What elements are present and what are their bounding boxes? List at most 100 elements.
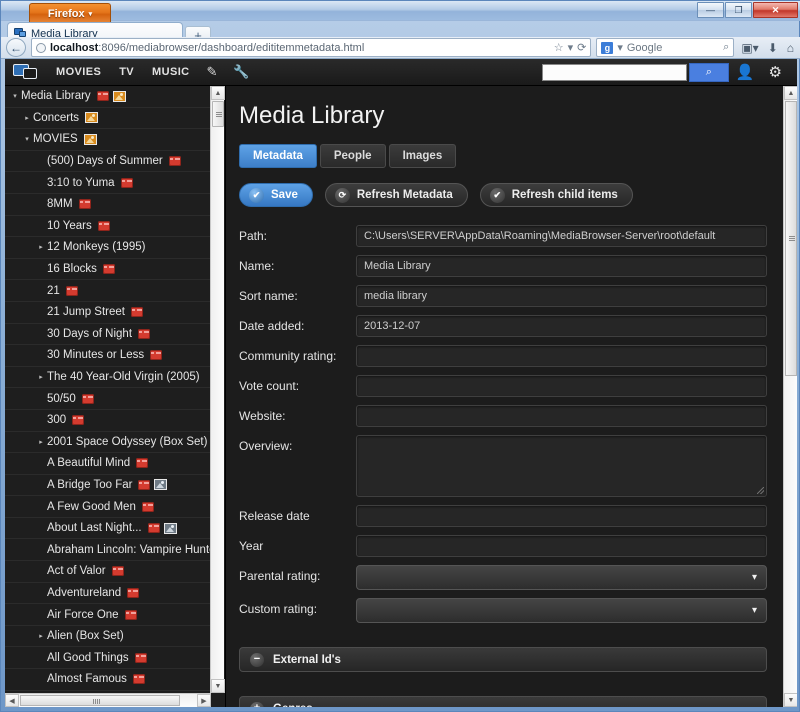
- sidebar-hscroll-thumb[interactable]: [20, 695, 180, 706]
- browser-tab-label: Media Library: [31, 27, 98, 40]
- save-button[interactable]: ✔ Save: [239, 183, 313, 207]
- tab-people[interactable]: People: [319, 144, 386, 168]
- scroll-down-arrow-icon[interactable]: ▼: [784, 693, 797, 707]
- app-search-button[interactable]: ⌕: [688, 62, 729, 82]
- release-date-input[interactable]: [356, 505, 767, 527]
- maximize-button[interactable]: ❐: [725, 2, 752, 18]
- minimize-button[interactable]: —: [697, 2, 724, 18]
- tree-item[interactable]: 10 Years: [5, 216, 211, 238]
- tree-item[interactable]: ▸ Alien (Box Set): [5, 626, 211, 648]
- tree-item[interactable]: (500) Days of Summer: [5, 151, 211, 173]
- section-genres[interactable]: + Genres: [239, 696, 767, 707]
- gear-icon[interactable]: ⚙: [768, 64, 782, 81]
- website-input[interactable]: [356, 405, 767, 427]
- tree-item[interactable]: ▸ 12 Monkeys (1995): [5, 237, 211, 259]
- tree-item[interactable]: A Bridge Too Far: [5, 475, 211, 497]
- tree-item[interactable]: Adventureland: [5, 583, 211, 605]
- tree-item[interactable]: About Last Night...: [5, 518, 211, 540]
- pencil-icon[interactable]: ✎: [206, 64, 218, 79]
- app-search-input[interactable]: [541, 63, 687, 81]
- video-icon: [138, 328, 151, 339]
- chevron-down-icon: ▾: [88, 10, 93, 18]
- bookmark-star-icon[interactable]: ☆: [553, 42, 564, 54]
- downloads-icon[interactable]: ⬇: [767, 40, 778, 55]
- scroll-down-arrow-icon[interactable]: ▼: [211, 679, 225, 693]
- tree-item[interactable]: A Few Good Men: [5, 496, 211, 518]
- back-button[interactable]: ←: [6, 38, 26, 57]
- wrench-icon[interactable]: 🔧: [233, 64, 250, 79]
- path-input[interactable]: C:\Users\SERVER\AppData\Roaming\MediaBro…: [356, 225, 767, 247]
- bookmarks-menu-icon[interactable]: ▣▾: [741, 40, 759, 55]
- scroll-up-arrow-icon[interactable]: ▲: [211, 86, 225, 100]
- section-external-id-s[interactable]: − External Id's: [239, 647, 767, 672]
- reload-icon[interactable]: ⟳: [577, 42, 587, 54]
- home-icon[interactable]: ⌂: [786, 40, 794, 55]
- scroll-left-arrow-icon[interactable]: ◀: [5, 694, 19, 707]
- tree-item[interactable]: A Beautiful Mind: [5, 453, 211, 475]
- refresh-metadata-button[interactable]: ⟳ Refresh Metadata: [324, 183, 468, 207]
- tree-item[interactable]: ▾ Media Library: [5, 86, 211, 108]
- address-bar[interactable]: localhost:8096/mediabrowser/dashboard/ed…: [31, 38, 592, 57]
- tree-item[interactable]: 21 Jump Street: [5, 302, 211, 324]
- tree-item[interactable]: Abraham Lincoln: Vampire Hunter: [5, 539, 211, 562]
- tree-item[interactable]: ▸ Concerts: [5, 108, 211, 130]
- sidebar-horizontal-scrollbar[interactable]: ◀ ▶: [5, 693, 211, 707]
- community-rating-input[interactable]: [356, 345, 767, 367]
- tree-item[interactable]: 16 Blocks: [5, 259, 211, 281]
- user-icon[interactable]: 👤: [735, 64, 755, 81]
- mediabrowser-logo-icon[interactable]: [13, 63, 39, 81]
- tab-metadata[interactable]: Metadata: [239, 144, 317, 168]
- tree-item-label: 3:10 to Yuma: [47, 176, 115, 189]
- browser-search-box[interactable]: g ▾ Google ⌕: [596, 38, 735, 57]
- nav-music[interactable]: MUSIC: [152, 66, 190, 78]
- twisty-collapsed-icon[interactable]: ▸: [39, 438, 43, 446]
- tab-images[interactable]: Images: [388, 144, 457, 168]
- tree-item[interactable]: Almost Famous: [5, 669, 211, 691]
- search-icon[interactable]: ⌕: [723, 41, 730, 53]
- nav-movies[interactable]: MOVIES: [56, 66, 102, 78]
- twisty-collapsed-icon[interactable]: ▸: [39, 244, 43, 252]
- parental-rating-select[interactable]: ▾: [356, 565, 767, 590]
- tree-item-icons: [96, 90, 126, 102]
- tree-item[interactable]: 30 Days of Night: [5, 324, 211, 346]
- twisty-expanded-icon[interactable]: ▾: [13, 93, 17, 101]
- tree-item[interactable]: ▸ The 40 Year-Old Virgin (2005): [5, 367, 211, 389]
- tree-item-label: 12 Monkeys (1995): [47, 241, 146, 254]
- twisty-collapsed-icon[interactable]: ▸: [39, 633, 43, 641]
- twisty-expanded-icon[interactable]: ▾: [25, 136, 29, 144]
- vote-count-input[interactable]: [356, 375, 767, 397]
- scroll-up-arrow-icon[interactable]: ▲: [784, 86, 797, 100]
- sidebar-vertical-scrollbar[interactable]: ▲ ▼: [210, 86, 225, 693]
- scroll-right-arrow-icon[interactable]: ▶: [197, 694, 211, 707]
- tree-item[interactable]: 8MM: [5, 194, 211, 216]
- custom-rating-select[interactable]: ▾: [356, 598, 767, 623]
- sidebar-vscroll-thumb[interactable]: [212, 101, 224, 127]
- main-vertical-scrollbar[interactable]: ▲ ▼: [783, 86, 797, 707]
- tree-item[interactable]: ▾ MOVIES: [5, 129, 211, 151]
- twisty-collapsed-icon[interactable]: ▸: [39, 374, 43, 382]
- chevron-down-icon[interactable]: ▾: [567, 42, 574, 54]
- tree-item[interactable]: 30 Minutes or Less: [5, 345, 211, 367]
- year-input[interactable]: [356, 535, 767, 557]
- main-vscroll-thumb[interactable]: [785, 101, 797, 376]
- tree-item[interactable]: 21: [5, 280, 211, 302]
- close-button[interactable]: ✕: [753, 2, 798, 18]
- library-tree: ▾ Media Library ▸ Concerts ▾ MOVIES (500) Days…: [5, 86, 211, 693]
- tree-item[interactable]: ▸ 2001 Space Odyssey (Box Set): [5, 432, 211, 454]
- tree-item[interactable]: Act of Valor: [5, 561, 211, 583]
- twisty-collapsed-icon[interactable]: ▸: [25, 114, 29, 122]
- nav-tv[interactable]: TV: [119, 66, 135, 78]
- tree-item[interactable]: 3:10 to Yuma: [5, 172, 211, 194]
- tree-item[interactable]: All Good Things: [5, 647, 211, 670]
- tree-item[interactable]: 300: [5, 410, 211, 432]
- sort-name-input[interactable]: media library: [356, 285, 767, 307]
- resize-grip-icon[interactable]: [757, 487, 764, 494]
- refresh-child-items-button[interactable]: ✔ Refresh child items: [479, 183, 633, 207]
- firefox-menu-button[interactable]: Firefox ▾: [29, 3, 111, 23]
- name-input[interactable]: Media Library: [356, 255, 767, 277]
- tree-item[interactable]: 50/50: [5, 388, 211, 410]
- form-row: Year: [239, 535, 767, 557]
- date-added-input[interactable]: 2013-12-07: [356, 315, 767, 337]
- tree-item[interactable]: Air Force One: [5, 604, 211, 626]
- overview-textarea[interactable]: [356, 435, 767, 497]
